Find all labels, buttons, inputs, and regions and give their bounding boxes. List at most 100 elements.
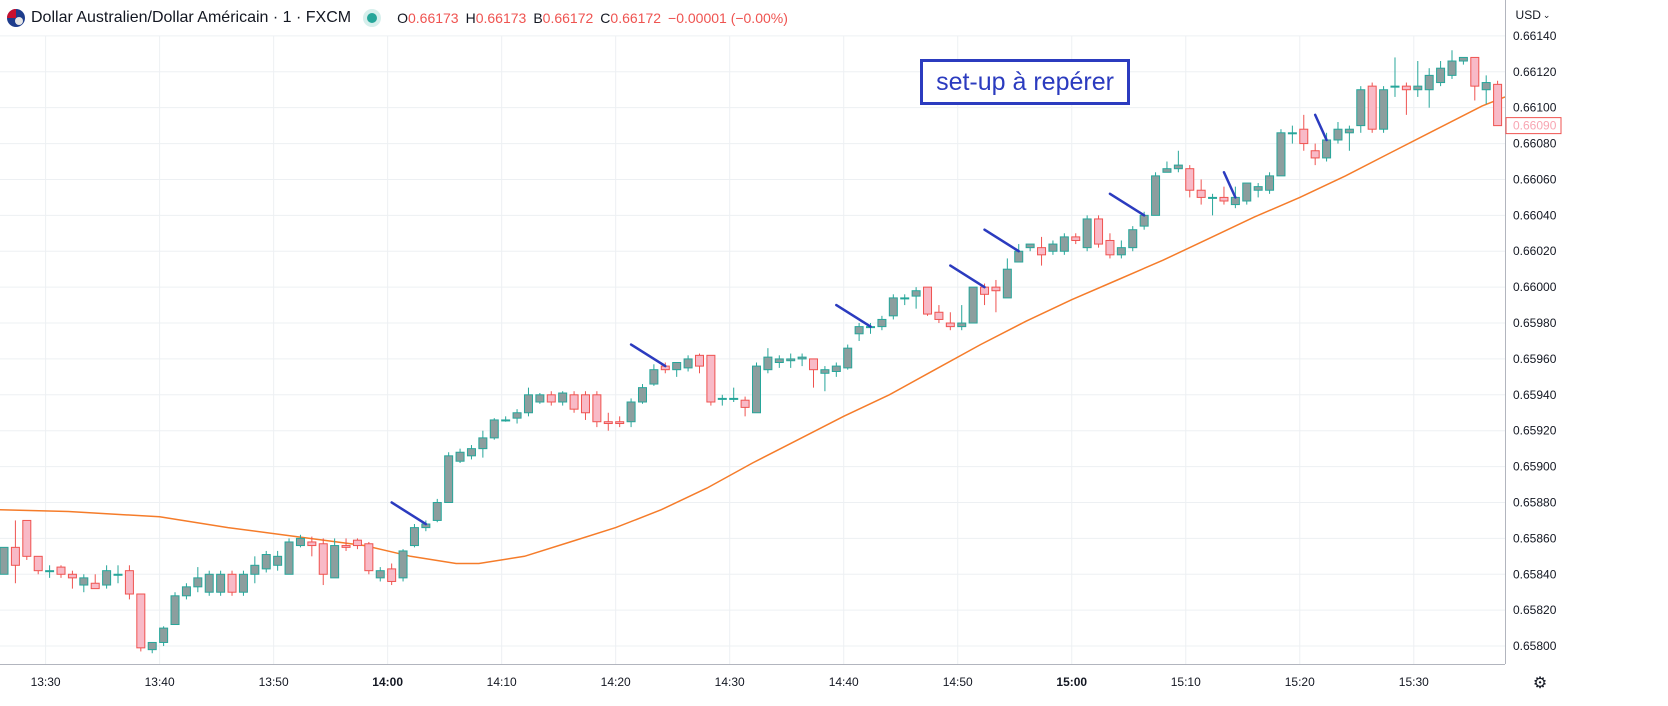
candle xyxy=(261,550,271,573)
time-tick-label: 13:50 xyxy=(259,675,289,689)
time-tick-label: 15:30 xyxy=(1399,675,1429,689)
candle-body xyxy=(672,362,682,371)
candle-body xyxy=(558,392,568,403)
close-value: 0.66172 xyxy=(610,10,662,26)
candle-body xyxy=(193,577,203,588)
setup-mark-line xyxy=(949,264,986,289)
candle xyxy=(1082,215,1092,252)
currency-selector[interactable]: USD ⌄ xyxy=(1511,4,1555,26)
candle xyxy=(193,567,203,593)
candle xyxy=(478,430,488,458)
candle xyxy=(79,574,89,593)
candle xyxy=(444,452,454,503)
candle-body xyxy=(1219,196,1229,202)
candle-body xyxy=(523,394,533,414)
candle xyxy=(820,366,830,392)
aud-usd-flag-icon xyxy=(7,9,25,27)
candle-body xyxy=(1208,196,1218,199)
candle xyxy=(683,355,693,372)
candle-body xyxy=(501,419,511,422)
candle xyxy=(1037,236,1047,266)
candle xyxy=(1493,80,1503,127)
setup-mark-line xyxy=(1222,171,1237,199)
candle-body xyxy=(1151,175,1161,216)
candle-body xyxy=(466,448,476,457)
candle-body xyxy=(170,595,180,626)
candle xyxy=(1458,56,1468,65)
price-tick-label: 0.66000 xyxy=(1513,280,1557,294)
candle xyxy=(1196,179,1206,205)
candle-body xyxy=(945,322,955,328)
candle xyxy=(1287,125,1297,144)
candle xyxy=(387,563,397,586)
candle-body xyxy=(1002,268,1012,299)
candle-body xyxy=(409,527,419,547)
candle xyxy=(991,279,1001,313)
candle xyxy=(295,534,305,548)
candle xyxy=(1299,114,1309,151)
settings-gear-icon[interactable]: ⚙ xyxy=(1532,675,1548,692)
candle-body xyxy=(56,566,66,575)
chevron-down-icon: ⌄ xyxy=(1542,9,1551,20)
candle-body xyxy=(1424,74,1434,91)
time-axis-background xyxy=(0,664,1505,706)
price-tick-label: 0.66060 xyxy=(1513,172,1557,186)
candle xyxy=(797,353,807,367)
candle xyxy=(409,524,419,548)
candle-body xyxy=(181,586,191,597)
candle-body xyxy=(717,397,727,400)
candle-body xyxy=(1196,189,1206,198)
price-tick-label: 0.66020 xyxy=(1513,244,1557,258)
candle xyxy=(1356,86,1366,133)
candle xyxy=(672,362,682,377)
candle-body xyxy=(1276,132,1286,177)
candle xyxy=(341,538,351,551)
candle xyxy=(364,541,374,575)
candle-body xyxy=(854,326,864,335)
candle xyxy=(523,387,533,417)
last-price-badge xyxy=(1505,117,1562,135)
price-axis[interactable]: 0.66140 0.66120 0.66100 0.66080 0.66060 0.660… xyxy=(1505,0,1668,706)
candle-body xyxy=(1071,236,1081,241)
candle xyxy=(729,387,739,402)
candle-body xyxy=(113,573,123,576)
candle-body xyxy=(102,570,112,586)
candle-body xyxy=(22,519,32,557)
candle-body xyxy=(1082,218,1092,249)
setup-mark-line xyxy=(1313,113,1328,142)
candle-body xyxy=(786,358,796,362)
candle-body xyxy=(1185,168,1195,191)
candle-body xyxy=(1037,247,1047,256)
candle-body xyxy=(45,570,55,573)
candle-body xyxy=(307,541,317,547)
price-tick-label: 0.65940 xyxy=(1513,388,1557,402)
candle-body xyxy=(1173,164,1183,170)
candle xyxy=(181,583,191,600)
candle xyxy=(398,549,408,582)
candle xyxy=(1470,56,1480,101)
candle-body xyxy=(752,365,761,414)
time-tick-label: 13:40 xyxy=(145,675,175,689)
candle-body xyxy=(1493,83,1503,127)
candle-body xyxy=(763,356,773,371)
setup-mark-line xyxy=(983,228,1020,253)
chart-grid xyxy=(0,35,1505,664)
candle-body xyxy=(1116,247,1126,256)
candle-body xyxy=(67,573,77,579)
candle-body xyxy=(1025,243,1035,249)
candle-body xyxy=(1299,128,1309,145)
time-tick-label: 14:50 xyxy=(943,675,973,689)
setup-annotation-box[interactable]: set-up à repérer xyxy=(920,59,1130,105)
candle-body xyxy=(1481,82,1491,91)
candle xyxy=(1401,82,1411,115)
candle-body xyxy=(1048,243,1058,252)
time-axis[interactable]: 13:30 13:40 13:50 14:00 14:10 14:20 14:30 14:40… xyxy=(0,664,1505,706)
candle xyxy=(535,393,545,404)
candle-body xyxy=(387,568,397,582)
symbol-title[interactable]: Dollar Australien/Dollar Américain · 1 ·… xyxy=(31,9,352,26)
candle xyxy=(45,565,55,578)
candle xyxy=(375,567,385,582)
candle xyxy=(204,570,214,596)
time-tick-label: 14:30 xyxy=(715,675,745,689)
